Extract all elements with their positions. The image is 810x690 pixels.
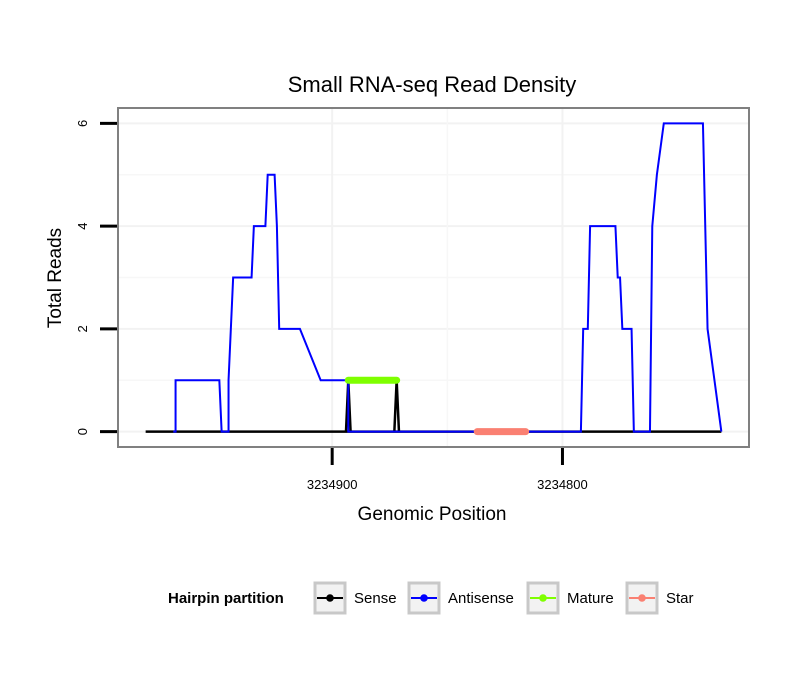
y-tick-label: 0 — [75, 428, 90, 435]
legend-key-point — [638, 594, 646, 602]
legend-label-sense: Sense — [354, 590, 397, 607]
y-axis: 0 2 4 6 — [75, 120, 117, 435]
x-axis-title: Genomic Position — [358, 504, 507, 525]
y-axis-title: Total Reads — [45, 228, 66, 328]
legend-label-star: Star — [666, 590, 694, 607]
plot-panel-border — [117, 107, 750, 448]
y-tick-label: 6 — [75, 120, 90, 127]
y-tick-label: 4 — [75, 222, 90, 229]
legend-key-point — [539, 594, 547, 602]
chart-title: Small RNA-seq Read Density — [288, 72, 577, 97]
legend-key-point — [420, 594, 428, 602]
x-tick-label: 3234900 — [307, 477, 358, 492]
x-axis: 3234900 3234800 — [307, 448, 588, 492]
series-layer — [145, 122, 723, 436]
legend-label-mature: Mature — [567, 590, 614, 607]
legend: Hairpin partition Sense Antisense Mature St… — [168, 581, 694, 615]
x-tick-label: 3234800 — [537, 477, 588, 492]
y-tick-label: 2 — [75, 325, 90, 332]
legend-label-antisense: Antisense — [448, 590, 514, 607]
legend-key-point — [326, 594, 334, 602]
legend-title: Hairpin partition — [168, 590, 284, 607]
